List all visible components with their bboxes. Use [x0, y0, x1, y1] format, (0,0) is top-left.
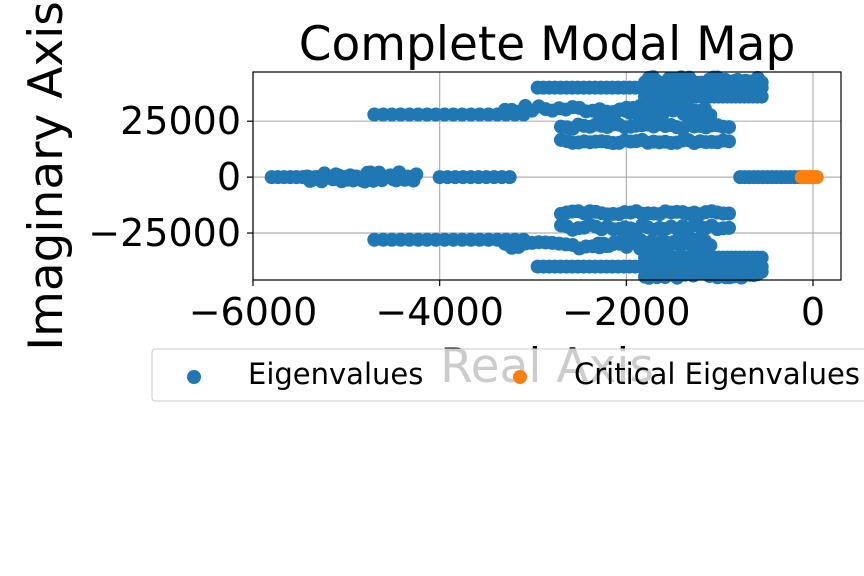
legend-marker-critical-eigenvalues — [513, 370, 527, 384]
eigenvalue-point — [754, 264, 769, 279]
x-tick-label: 0 — [801, 290, 825, 334]
y-tick-label: 25000 — [120, 99, 241, 143]
legend-label-critical-eigenvalues: Critical Eigenvalues — [574, 357, 860, 391]
legend: Eigenvalues Critical Eigenvalues — [151, 348, 864, 402]
eigenvalue-point — [502, 170, 517, 185]
eigenvalue-point — [722, 134, 736, 149]
eigenvalue-point — [722, 120, 736, 135]
eigenvalue-point — [722, 206, 736, 221]
x-tick-label: −6000 — [189, 290, 318, 334]
legend-box — [151, 348, 864, 402]
chart-title: Complete Modal Map — [299, 17, 796, 72]
critical-eigenvalue-point — [809, 170, 824, 185]
y-tick-label: −25000 — [88, 211, 241, 255]
axis-ticks: −6000 −4000 −2000 0 −25000 0 25000 — [88, 99, 825, 334]
legend-label-eigenvalues: Eigenvalues — [248, 357, 423, 391]
y-tick-label: 0 — [217, 155, 241, 199]
y-axis-label: Imaginary Axis — [19, 1, 74, 351]
eigenvalue-point — [722, 220, 736, 235]
eigenvalue-point — [703, 238, 718, 253]
x-tick-label: −4000 — [375, 290, 504, 334]
eigenvalue-point — [409, 167, 424, 182]
eigenvalue-point — [754, 75, 769, 90]
plot-frame — [252, 71, 842, 281]
eigenvalue-point — [754, 250, 769, 265]
x-tick-label: −2000 — [562, 290, 691, 334]
eigenvalue-point — [703, 108, 718, 123]
data-points — [264, 70, 824, 285]
legend-marker-eigenvalues — [187, 370, 201, 384]
eigenvalue-point — [754, 89, 769, 104]
